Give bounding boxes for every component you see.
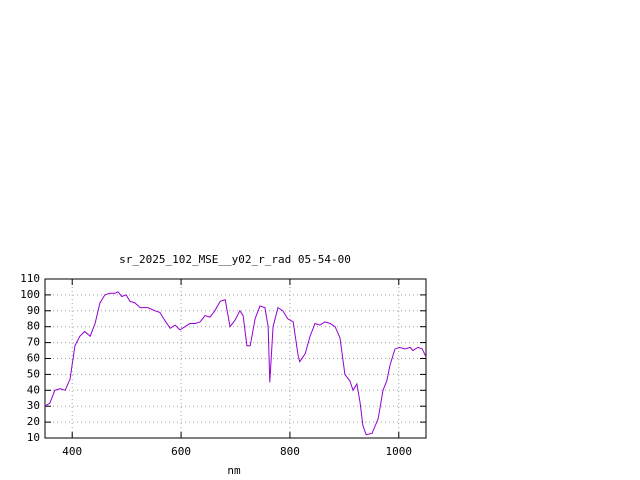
chart-title: sr_2025_102_MSE__y02_r_rad 05-54-00 xyxy=(119,253,351,266)
plot-border xyxy=(44,278,427,439)
x-tick-label: 400 xyxy=(62,445,82,458)
y-tick-label: 90 xyxy=(27,304,40,317)
y-tick-label: 40 xyxy=(27,383,40,396)
x-tick-label: 1000 xyxy=(386,445,413,458)
y-tick-label: 60 xyxy=(27,352,40,365)
x-axis-label: nm xyxy=(227,464,241,477)
y-tick-label: 20 xyxy=(27,415,40,428)
y-tick-label: 100 xyxy=(20,288,40,301)
y-tick-label: 30 xyxy=(27,399,40,412)
x-tick-label: 800 xyxy=(280,445,300,458)
y-tick-label: 110 xyxy=(20,272,40,285)
y-tick-label: 10 xyxy=(27,431,40,444)
y-tick-label: 80 xyxy=(27,320,40,333)
line-series xyxy=(44,291,427,436)
y-tick-label: 70 xyxy=(27,336,40,349)
y-tick-label: 50 xyxy=(27,367,40,380)
x-tick-label: 600 xyxy=(171,445,191,458)
